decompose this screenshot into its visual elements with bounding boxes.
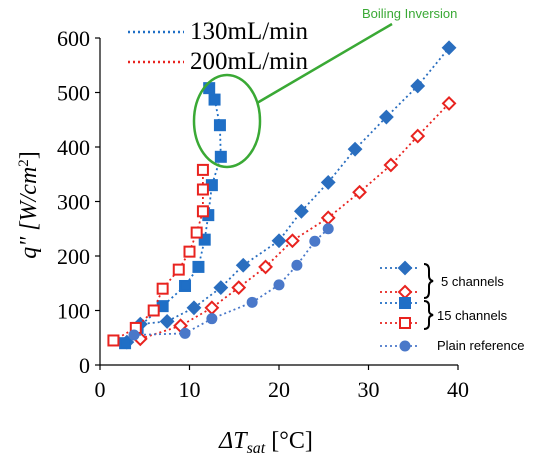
marker-circle-filled (246, 296, 258, 308)
y-tick-label: 600 (57, 26, 90, 51)
marker-circle-filled (291, 259, 303, 271)
marker-diamond-open (204, 300, 220, 316)
flow-legend-label-130: 130mL/min (190, 18, 309, 45)
series-circle-filled (128, 223, 334, 341)
legend-label-15-channels: 15 channels (437, 308, 508, 323)
marker-diamond-filled (441, 40, 457, 56)
annotation-text: Boiling Inversion (362, 6, 457, 21)
marker-square-filled (214, 150, 227, 163)
marker-diamond-filled (347, 141, 363, 157)
marker-square-filled (208, 93, 221, 106)
marker-circle-filled (128, 329, 140, 341)
marker-circle-filled (273, 279, 285, 291)
marker-diamond-filled (378, 109, 394, 125)
flow-legend-label-200: 200mL/min (190, 48, 309, 75)
y-tick-label: 300 (57, 190, 90, 215)
boiling-inversion-annotation: Boiling Inversion (192, 6, 457, 169)
marker-diamond-open (397, 284, 413, 300)
marker-diamond-open (231, 280, 247, 296)
marker-square-open (107, 334, 120, 347)
marker-diamond-open (383, 157, 399, 173)
legend-label-5-channels: 5 channels (441, 274, 504, 289)
marker-diamond-filled (159, 313, 175, 329)
marker-square-filled (399, 297, 411, 309)
marker-square-open (147, 304, 160, 317)
marker-diamond-filled (271, 233, 287, 249)
legend-label-plain-reference: Plain reference (437, 338, 524, 353)
marker-diamond-open (441, 95, 457, 111)
x-tick-label: 0 (95, 377, 106, 402)
series-square-filled (119, 82, 227, 350)
marker-square-filled (119, 337, 132, 350)
marker-square-open (156, 282, 169, 295)
y-tick-label: 0 (79, 353, 90, 378)
marker-square-open (399, 317, 411, 329)
marker-square-open (196, 205, 209, 218)
y-axis-label: q" [W/cm2] (16, 151, 42, 259)
series-diamond-open (132, 95, 457, 347)
marker-legend: 5 channels 15 channels Plain reference (380, 260, 524, 353)
series-line (124, 87, 222, 344)
marker-square-filled (198, 233, 211, 246)
flow-legend: 130mL/min 200mL/min (128, 18, 309, 75)
marker-diamond-open (352, 184, 367, 200)
y-tick-label: 400 (57, 135, 90, 160)
marker-diamond-filled (410, 78, 426, 94)
x-ticks: 0 10 20 30 40 (95, 365, 469, 402)
marker-square-open (183, 245, 196, 258)
marker-diamond-filled (293, 203, 309, 219)
marker-diamond-open (258, 259, 273, 275)
x-tick-label: 10 (179, 377, 201, 402)
series-square-open (107, 163, 209, 347)
y-tick-label: 200 (57, 244, 90, 269)
marker-circle-filled (179, 327, 191, 339)
series-line (140, 102, 450, 340)
y-tick-label: 500 (57, 81, 90, 106)
marker-square-filled (192, 260, 205, 273)
annotation-ellipse (192, 73, 262, 169)
marker-square-filled (213, 119, 226, 132)
marker-square-filled (179, 279, 192, 292)
marker-diamond-filled (186, 300, 202, 316)
x-tick-label: 20 (268, 377, 290, 402)
marker-diamond-filled (397, 260, 413, 276)
x-tick-label: 30 (358, 377, 380, 402)
x-tick-label: 40 (447, 377, 469, 402)
series-layer (107, 40, 457, 350)
marker-circle-filled (322, 223, 334, 235)
y-ticks: 0 100 200 300 400 500 600 (57, 26, 100, 378)
marker-square-open (172, 263, 185, 276)
marker-circle-filled (206, 313, 218, 325)
x-axis-label: ΔTsat [°C] (218, 428, 313, 457)
legend-brace-5-channels (423, 263, 434, 299)
legend-brace-15-channels (423, 300, 434, 330)
marker-diamond-open (410, 128, 426, 144)
marker-diamond-filled (213, 280, 229, 296)
marker-diamond-filled (320, 175, 336, 190)
marker-square-open (196, 183, 209, 196)
marker-diamond-open (285, 233, 300, 249)
marker-circle-filled (309, 235, 321, 247)
marker-diamond-filled (235, 257, 251, 273)
marker-square-open (196, 163, 209, 176)
marker-circle-filled (399, 340, 411, 352)
annotation-leader-line (256, 22, 393, 105)
y-tick-label: 100 (57, 299, 90, 324)
marker-square-open (190, 226, 203, 239)
